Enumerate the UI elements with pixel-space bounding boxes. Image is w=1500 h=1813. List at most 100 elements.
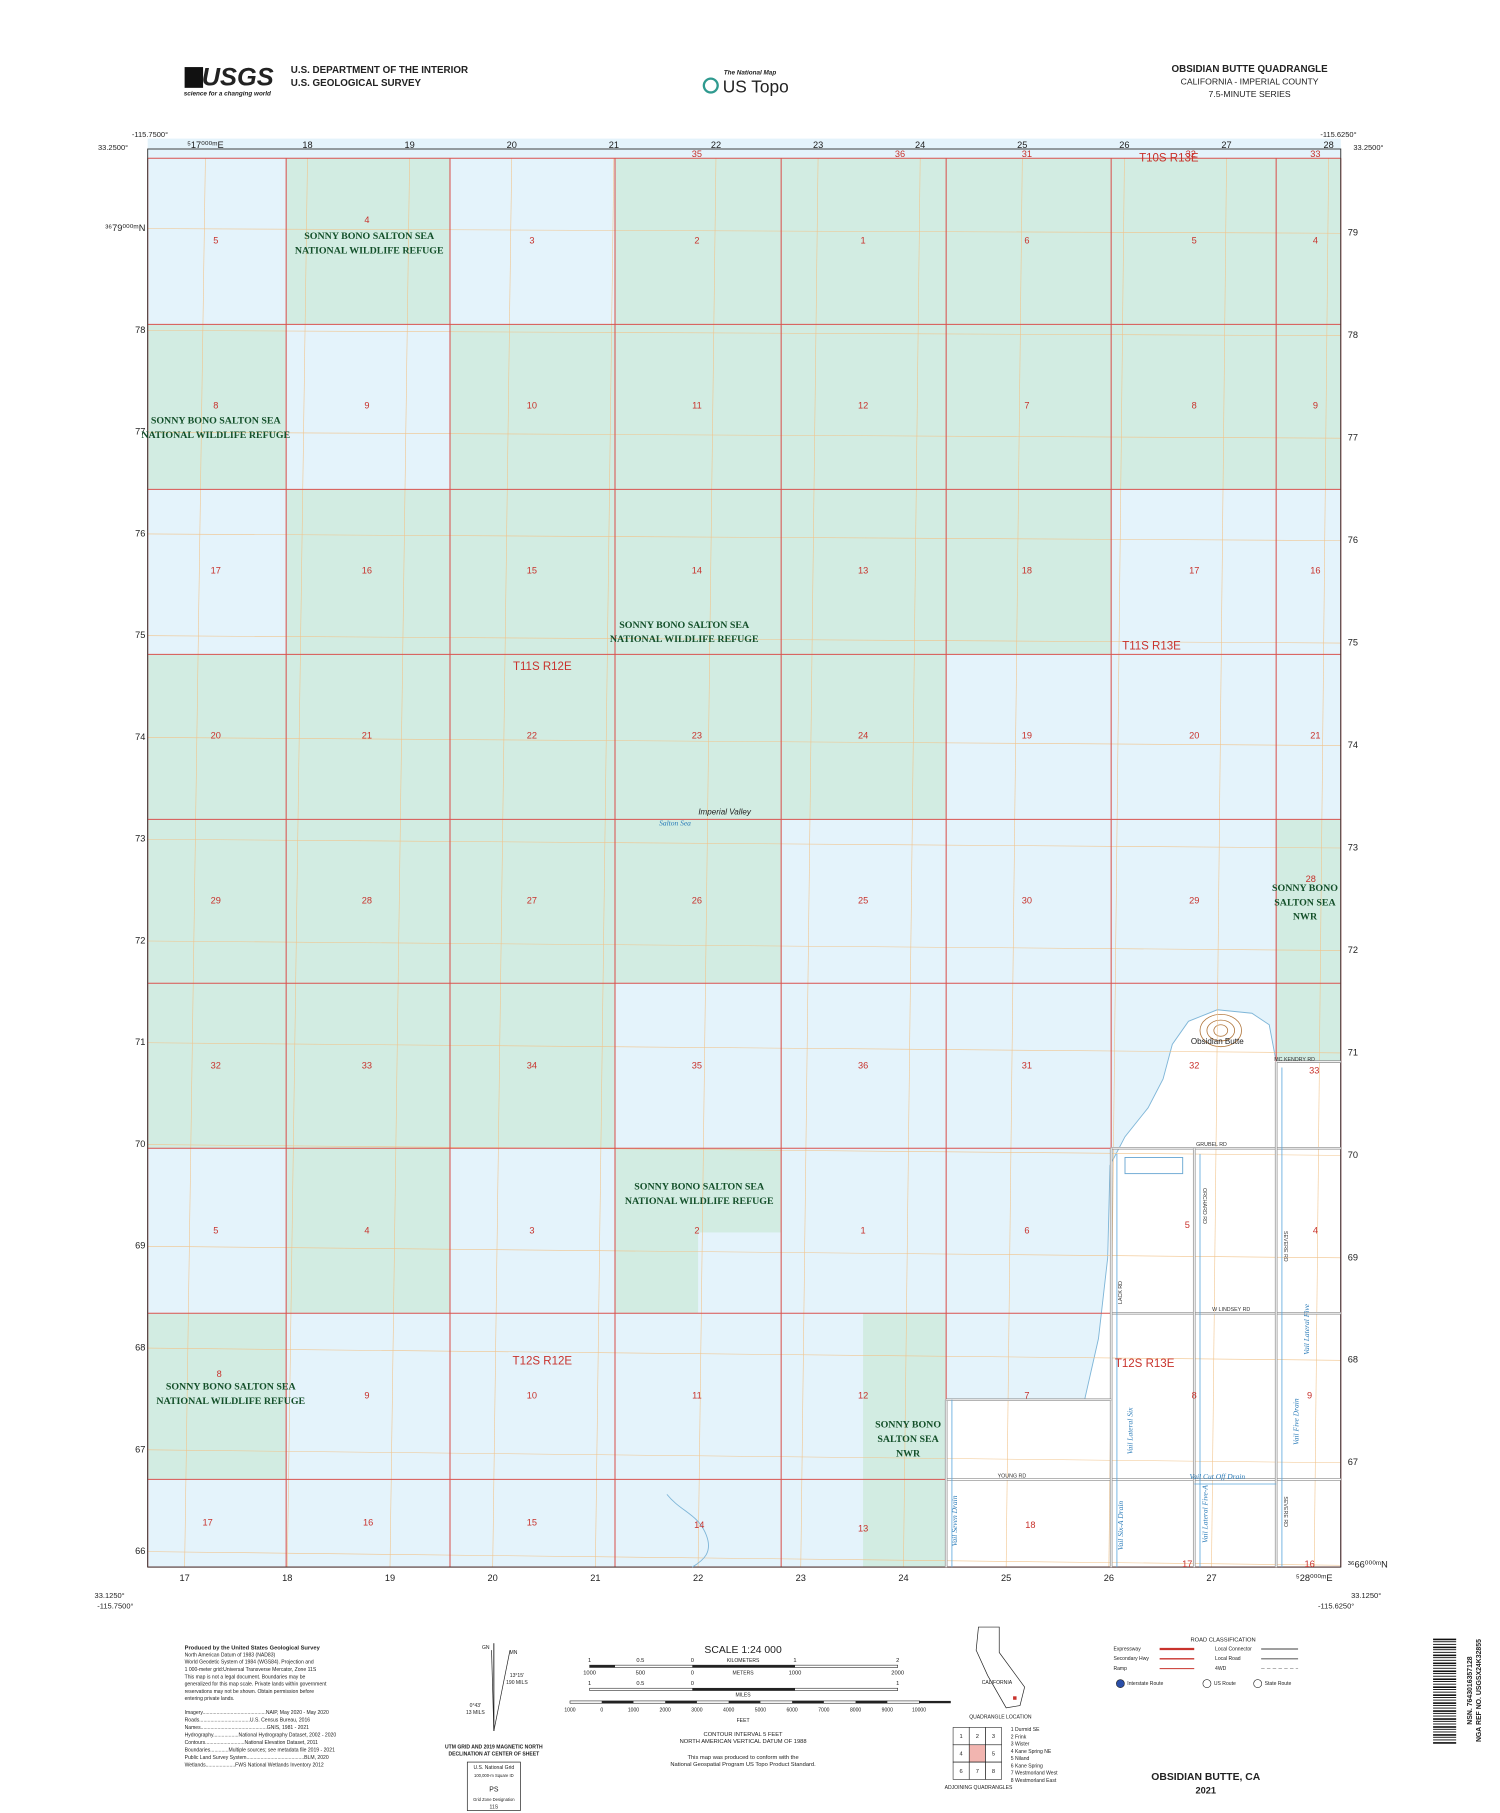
grid-label: 21 <box>590 1573 600 1583</box>
credit-line: North American Datum of 1983 (NAD83) <box>185 1652 276 1658</box>
refuge-area <box>147 324 287 490</box>
section-number: 1 <box>861 1226 866 1236</box>
grid-label: 20 <box>507 140 517 150</box>
barcode-bar <box>1433 1704 1457 1706</box>
grid-label: 66 <box>135 1546 145 1556</box>
map-base <box>147 138 1342 1568</box>
section-number: 8 <box>1192 1391 1197 1401</box>
adjoining-name: 4 Kane Spring NE <box>1011 1749 1052 1755</box>
scale-bar <box>728 1700 761 1704</box>
scale-label: 500 <box>636 1671 646 1677</box>
section-number: 10 <box>527 401 537 411</box>
corner-coordinate: -115.6250° <box>1318 1601 1354 1610</box>
scale-label: 3000 <box>691 1707 702 1713</box>
section-number: 13 <box>858 566 868 576</box>
scale-label: 6000 <box>786 1707 797 1713</box>
barcode-bar <box>1433 1710 1457 1712</box>
scale-label: 8000 <box>850 1707 861 1713</box>
contour <box>1213 1024 1229 1037</box>
grid-label: 25 <box>1001 1573 1011 1583</box>
refuge-area <box>286 489 1112 655</box>
declination-label: 190 MILS <box>506 1680 528 1686</box>
refuge-area <box>1276 983 1341 1062</box>
road-legend-label: Expressway <box>1113 1646 1141 1652</box>
declination-label: 0°43' <box>470 1703 481 1709</box>
grid-label: 78 <box>135 325 145 335</box>
road-label: W LINDSEY RD <box>1212 1307 1250 1313</box>
grid-label: 68 <box>135 1343 145 1353</box>
contour <box>1199 1013 1242 1048</box>
contour-note: CONTOUR INTERVAL 5 FEET <box>704 1732 784 1738</box>
grid-label: 74 <box>1348 740 1358 750</box>
road-label: YOUNG RD <box>998 1473 1027 1479</box>
scale-label: 0 <box>600 1707 603 1713</box>
refuge-area <box>450 324 1341 490</box>
utm-grid-line <box>147 228 1341 234</box>
barcode-bar <box>1433 1691 1457 1693</box>
declination-line <box>493 1650 511 1731</box>
scale-bar <box>665 1700 697 1704</box>
township-label: T12S R13E <box>1115 1358 1175 1370</box>
grid-label: 75 <box>1348 638 1358 648</box>
section-number: 19 <box>1022 731 1032 741</box>
section-number: 30 <box>1022 896 1032 906</box>
adjoining-number: 1 <box>960 1734 963 1740</box>
barcode-bar <box>1433 1726 1457 1728</box>
corner-coordinate: 33.1250° <box>95 1591 125 1600</box>
barcode-bar <box>1433 1731 1457 1733</box>
grid-label: 23 <box>813 140 823 150</box>
utm-grid-line <box>147 1144 1341 1156</box>
refuge-label: SONNY BONO SALTON SEA <box>634 1182 765 1193</box>
adjoining-number: 5 <box>992 1752 995 1758</box>
road-legend-label: 4WD <box>1215 1666 1227 1672</box>
section-number: 33 <box>362 1061 372 1071</box>
section-number: 32 <box>1186 149 1196 159</box>
source-line: Hydrography..................National Hy… <box>185 1732 337 1738</box>
grid-label: 19 <box>385 1573 395 1583</box>
usng-box <box>466 1761 521 1811</box>
department: U.S. DEPARTMENT OF THE INTERIOR <box>291 65 468 76</box>
barcode-bar <box>1433 1734 1457 1736</box>
refuge-label: SONNY BONO <box>1272 883 1338 894</box>
source-line: Wetlands.....................FWS Nationa… <box>185 1762 324 1768</box>
refuge-label: NATIONAL WILDLIFE REFUGE <box>156 1396 305 1407</box>
road-legend-label: Ramp <box>1113 1666 1127 1672</box>
shoreline <box>666 1494 709 1568</box>
section-number: 35 <box>692 1061 702 1071</box>
credit-line: reservations may not be shown. Obtain pe… <box>185 1689 315 1695</box>
usng-label: 11S <box>490 1804 499 1810</box>
scale-label: 1000 <box>628 1707 639 1713</box>
adjoining-name: 6 Kane Spring <box>1011 1763 1043 1769</box>
corner-coordinate: 33.2500° <box>98 143 128 152</box>
section-number: 15 <box>527 1518 537 1528</box>
refuge-label: NATIONAL WILDLIFE REFUGE <box>625 1196 774 1207</box>
grid-label: ³⁶66⁰⁰⁰ᵐN <box>1348 1560 1388 1570</box>
grid-label: 26 <box>1119 140 1129 150</box>
road-legend-label: Local Road <box>1215 1656 1241 1662</box>
usng-label: U.S. National Grid <box>473 1765 514 1771</box>
township-label: T12S R12E <box>513 1356 573 1368</box>
section-number: 4 <box>1313 1226 1318 1236</box>
us-topo-icon <box>702 77 719 94</box>
barcode-bar <box>1433 1736 1457 1738</box>
adjoining-name: 5 Niland <box>1011 1756 1030 1762</box>
section-number: 25 <box>858 896 868 906</box>
scale-unit: METERS <box>733 1671 755 1677</box>
section-number: 13 <box>858 1523 868 1533</box>
section-number: 3 <box>529 1226 534 1236</box>
section-number: 18 <box>1022 566 1032 576</box>
adjoining-cell <box>985 1761 1002 1780</box>
grid-label: 24 <box>898 1573 908 1583</box>
refuge-label: SALTON SEA <box>1274 897 1336 908</box>
adjoining-caption: ADJOINING QUADRANGLES <box>945 1785 1013 1791</box>
barcode-text: NSN. 7643016357128 <box>1467 1656 1474 1725</box>
scale-label: 0.5 <box>636 1658 644 1664</box>
adjoining-number: 6 <box>960 1769 963 1775</box>
section-number: 28 <box>1306 874 1316 884</box>
section-number: 36 <box>895 149 905 159</box>
road-label: SEVERE RD <box>1282 1496 1288 1527</box>
scale-bar <box>792 1700 824 1704</box>
grid-label: 19 <box>404 140 414 150</box>
barcode-bar <box>1433 1673 1457 1675</box>
road-legend-title: ROAD CLASSIFICATION <box>1191 1637 1256 1643</box>
